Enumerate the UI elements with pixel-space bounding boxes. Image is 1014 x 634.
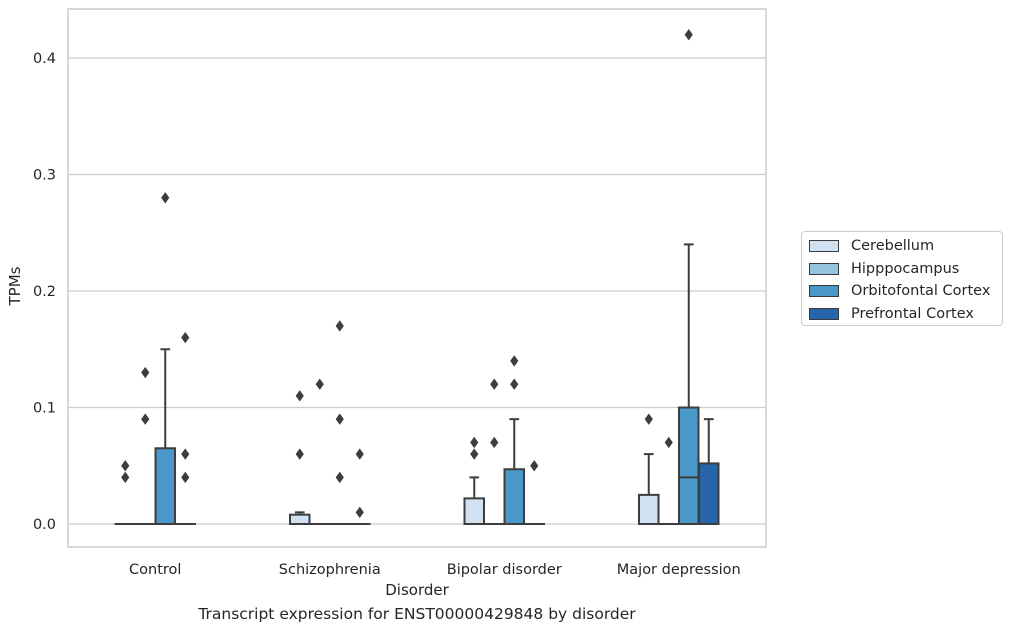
outlier-point	[121, 471, 130, 484]
outlier-point	[510, 378, 519, 390]
legend-label: Orbitofontal Cortex	[851, 283, 991, 300]
y-tick-label: 0.2	[33, 284, 56, 300]
box	[289, 513, 311, 525]
outlier-point	[181, 448, 190, 460]
outlier-point	[121, 460, 130, 472]
outlier-point	[470, 448, 479, 460]
box	[678, 406, 700, 525]
outlier-point	[335, 471, 344, 484]
x-tick-label: Schizophrenia	[279, 562, 381, 578]
outlier-point	[684, 29, 693, 41]
legend-label: Cerebellum	[851, 238, 935, 255]
legend-item: Prefrontal Cortex	[809, 303, 1002, 326]
outlier-point	[355, 506, 364, 519]
outlier-point	[141, 366, 150, 379]
y-axis-label: TPMs	[6, 266, 24, 306]
outlier-point	[510, 355, 519, 367]
outlier-point	[181, 471, 190, 484]
plot-frame	[67, 8, 767, 548]
x-tick-label: Control	[129, 562, 181, 578]
legend-swatch	[809, 240, 839, 253]
legend-label: Hipppocampus	[851, 260, 960, 277]
legend-item: Hipppocampus	[809, 258, 1002, 281]
chart-title: Transcript expression for ENST0000042984…	[198, 605, 636, 623]
box	[503, 468, 525, 525]
outlier-point	[295, 390, 304, 402]
outlier-point	[161, 192, 170, 204]
box	[698, 462, 720, 526]
outlier-point	[181, 331, 190, 344]
legend: Cerebellum Hipppocampus Orbitofontal Corte…	[801, 231, 1003, 326]
outlier-point	[295, 448, 304, 460]
legend-swatch	[809, 262, 839, 275]
outlier-point	[335, 320, 344, 332]
box	[154, 447, 176, 525]
y-tick-label: 0.4	[33, 51, 56, 67]
legend-swatch	[809, 285, 839, 298]
legend-item: Cerebellum	[809, 235, 1002, 258]
y-tick-label: 0.0	[33, 517, 56, 533]
outlier-point	[335, 413, 344, 425]
box	[463, 497, 485, 525]
x-axis-label: Disorder	[385, 581, 449, 599]
y-tick-label: 0.3	[33, 168, 56, 184]
y-tick-label: 0.1	[33, 401, 56, 417]
legend-item: Orbitofontal Cortex	[809, 280, 1002, 303]
x-tick-label: Major depression	[617, 562, 741, 578]
box	[638, 493, 660, 525]
outlier-point	[355, 448, 364, 460]
legend-label: Prefrontal Cortex	[851, 306, 974, 323]
outlier-point	[141, 413, 150, 425]
outlier-point	[664, 436, 673, 449]
outlier-point	[490, 436, 499, 449]
outlier-point	[315, 378, 324, 390]
outlier-point	[490, 378, 499, 390]
legend-swatch	[809, 308, 839, 321]
x-tick-label: Bipolar disorder	[447, 562, 562, 578]
outlier-point	[470, 436, 479, 449]
outlier-point	[530, 460, 539, 472]
outlier-point	[644, 413, 653, 425]
